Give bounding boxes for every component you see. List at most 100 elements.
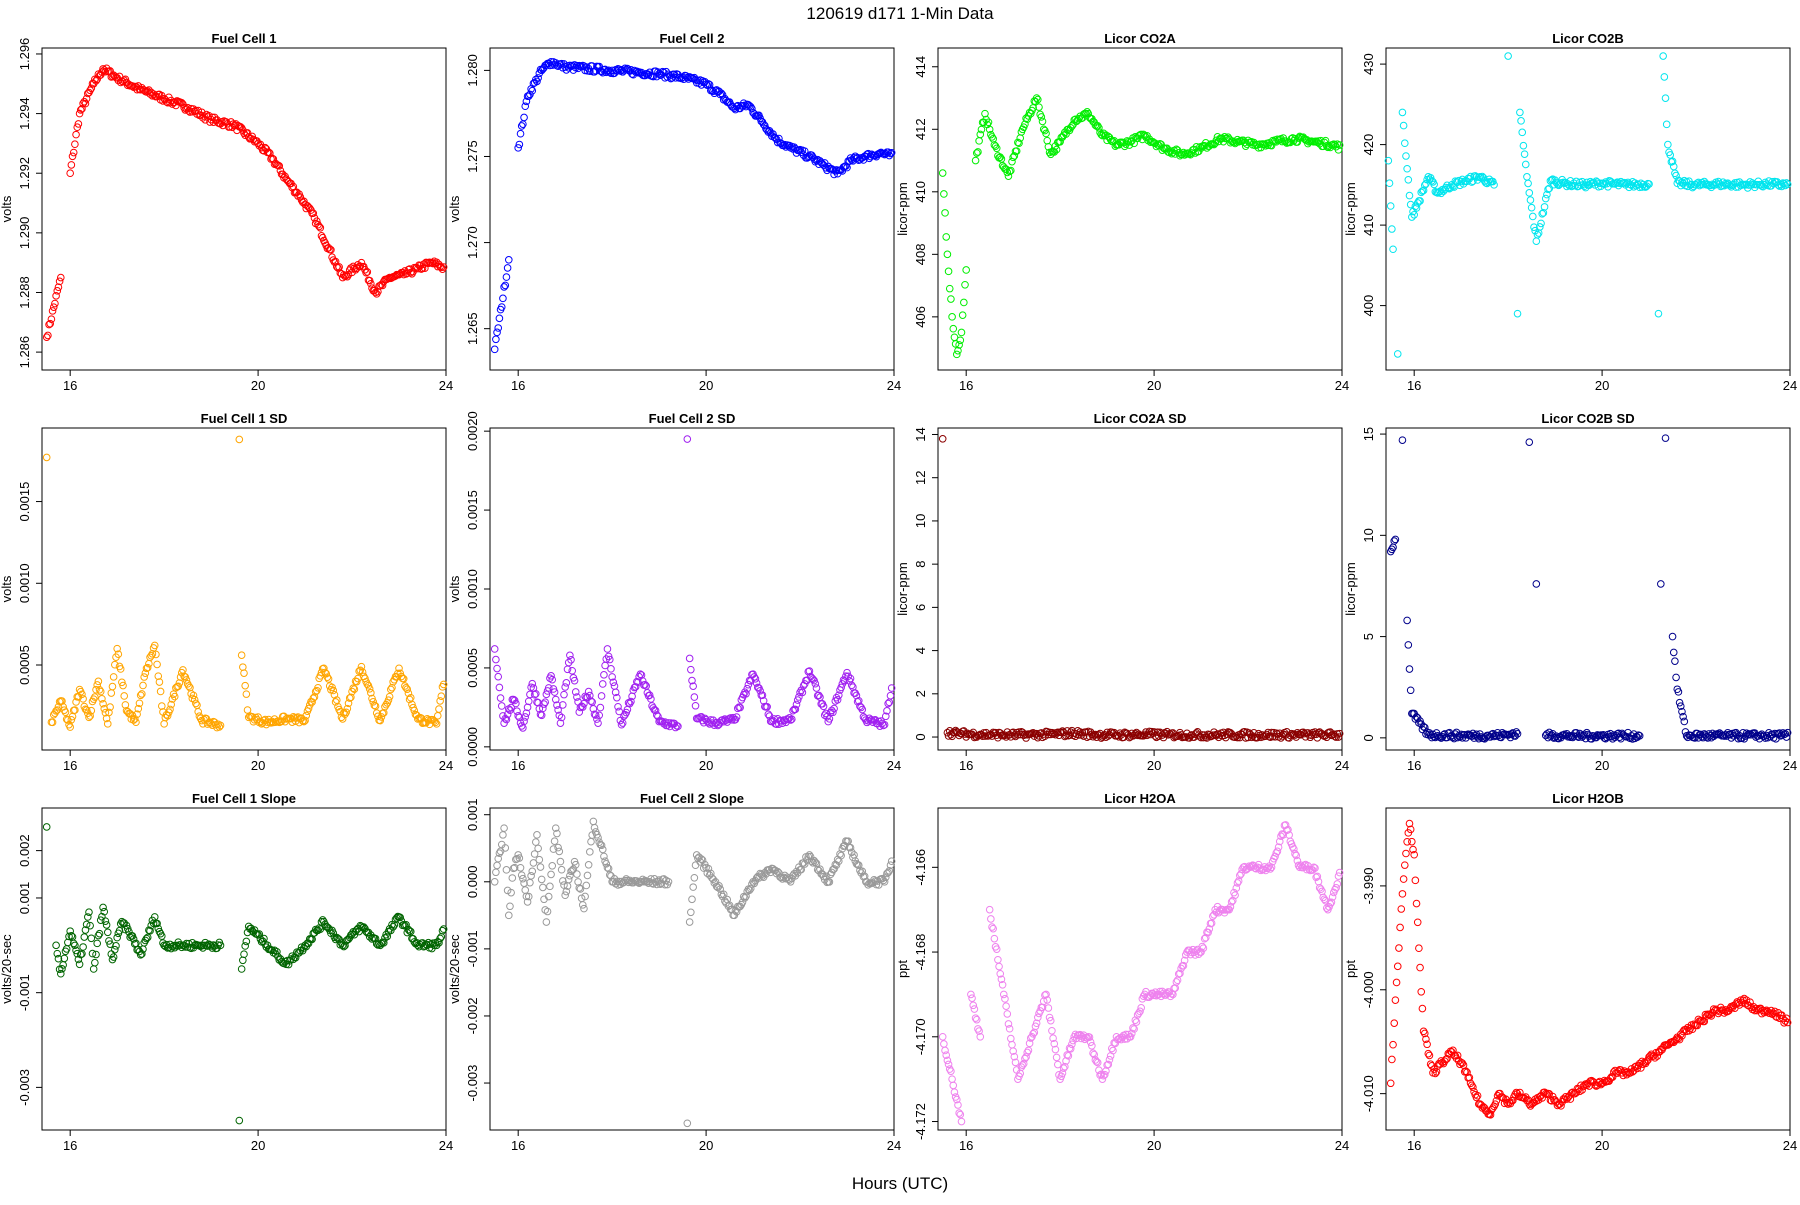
data-point	[96, 916, 105, 924]
data-point	[398, 268, 407, 277]
data-point	[1565, 732, 1574, 740]
data-point	[105, 708, 113, 717]
data-point	[815, 691, 823, 700]
panel-title: Licor H2OA	[1104, 791, 1176, 806]
data-point	[160, 720, 168, 728]
data-point	[250, 926, 259, 934]
data-point	[945, 284, 954, 293]
data-point	[142, 664, 151, 673]
data-point	[610, 682, 619, 690]
data-point	[1227, 898, 1236, 906]
x-tick-label: 20	[699, 378, 713, 393]
x-tick-label: 16	[511, 758, 525, 773]
data-point	[512, 699, 520, 708]
data-point	[253, 930, 261, 938]
data-point	[52, 941, 60, 950]
data-point	[86, 712, 94, 720]
data-point	[568, 866, 577, 875]
data-point	[1423, 1040, 1431, 1049]
data-point	[528, 679, 537, 688]
series-points	[938, 435, 1344, 742]
data-point	[969, 1001, 978, 1010]
plot-frame	[937, 427, 1343, 751]
data-point	[1139, 731, 1148, 740]
data-point	[1035, 103, 1043, 111]
data-point	[1044, 142, 1053, 151]
data-point	[490, 877, 499, 886]
data-point	[1469, 1083, 1477, 1091]
data-point	[1566, 733, 1575, 742]
data-point	[1125, 733, 1134, 742]
data-point	[593, 715, 601, 723]
data-point	[571, 688, 580, 696]
data-point	[595, 711, 604, 720]
data-point	[636, 670, 645, 679]
figure-title: 120619 d171 1-Min Data	[806, 4, 994, 23]
data-point	[823, 166, 831, 175]
data-point	[1671, 657, 1679, 665]
y-tick-label: -0.003	[17, 1069, 32, 1106]
data-point	[571, 860, 580, 869]
data-point	[640, 877, 648, 886]
data-point	[947, 295, 955, 303]
data-point	[438, 926, 447, 935]
data-point	[575, 884, 584, 892]
data-point	[87, 84, 96, 93]
data-point	[584, 861, 593, 869]
data-point	[972, 149, 981, 157]
data-point	[388, 683, 396, 692]
panel-title: Fuel Cell 1 Slope	[192, 791, 296, 806]
data-point	[237, 651, 246, 659]
data-point	[1436, 187, 1444, 196]
data-point	[516, 863, 525, 872]
x-tick-label: 20	[1147, 758, 1161, 773]
data-point	[1393, 962, 1402, 971]
data-point	[825, 878, 834, 886]
data-point	[1096, 1071, 1104, 1079]
data-point	[1520, 1094, 1529, 1103]
data-point	[949, 324, 958, 333]
data-point	[1768, 177, 1777, 186]
data-point	[1022, 1053, 1030, 1061]
data-point	[532, 75, 540, 84]
data-point	[86, 921, 94, 930]
data-point	[815, 160, 823, 169]
y-tick-label: 15	[1361, 427, 1376, 441]
y-tick-label: 1.290	[17, 217, 32, 250]
data-point	[790, 869, 798, 878]
data-point	[586, 848, 594, 856]
data-point	[1530, 223, 1538, 231]
data-point	[721, 897, 729, 905]
data-point	[1780, 1019, 1788, 1027]
data-point	[519, 874, 527, 883]
data-point	[555, 711, 564, 720]
data-point	[240, 129, 248, 137]
data-point	[93, 939, 101, 948]
data-point	[537, 875, 546, 884]
data-point	[717, 89, 726, 98]
y-tick-label: 6	[913, 604, 928, 611]
data-point	[175, 679, 184, 687]
data-point	[1405, 819, 1414, 828]
data-point	[970, 1005, 979, 1013]
data-point	[515, 713, 524, 722]
data-point	[318, 916, 327, 924]
data-point	[689, 682, 697, 691]
data-point	[1635, 1059, 1644, 1068]
data-point	[315, 222, 323, 231]
data-point	[177, 98, 186, 107]
data-point	[854, 861, 863, 870]
x-tick-label: 24	[1335, 758, 1349, 773]
data-point	[95, 929, 104, 938]
data-point	[1699, 733, 1707, 742]
data-point	[120, 76, 129, 85]
data-point	[600, 671, 608, 679]
data-point	[598, 845, 607, 854]
data-point	[499, 831, 507, 839]
x-tick-label: 16	[1407, 1138, 1421, 1153]
data-point	[544, 684, 553, 692]
data-point	[73, 949, 82, 958]
data-point	[554, 843, 562, 852]
data-point	[49, 303, 58, 311]
data-point	[886, 149, 895, 158]
